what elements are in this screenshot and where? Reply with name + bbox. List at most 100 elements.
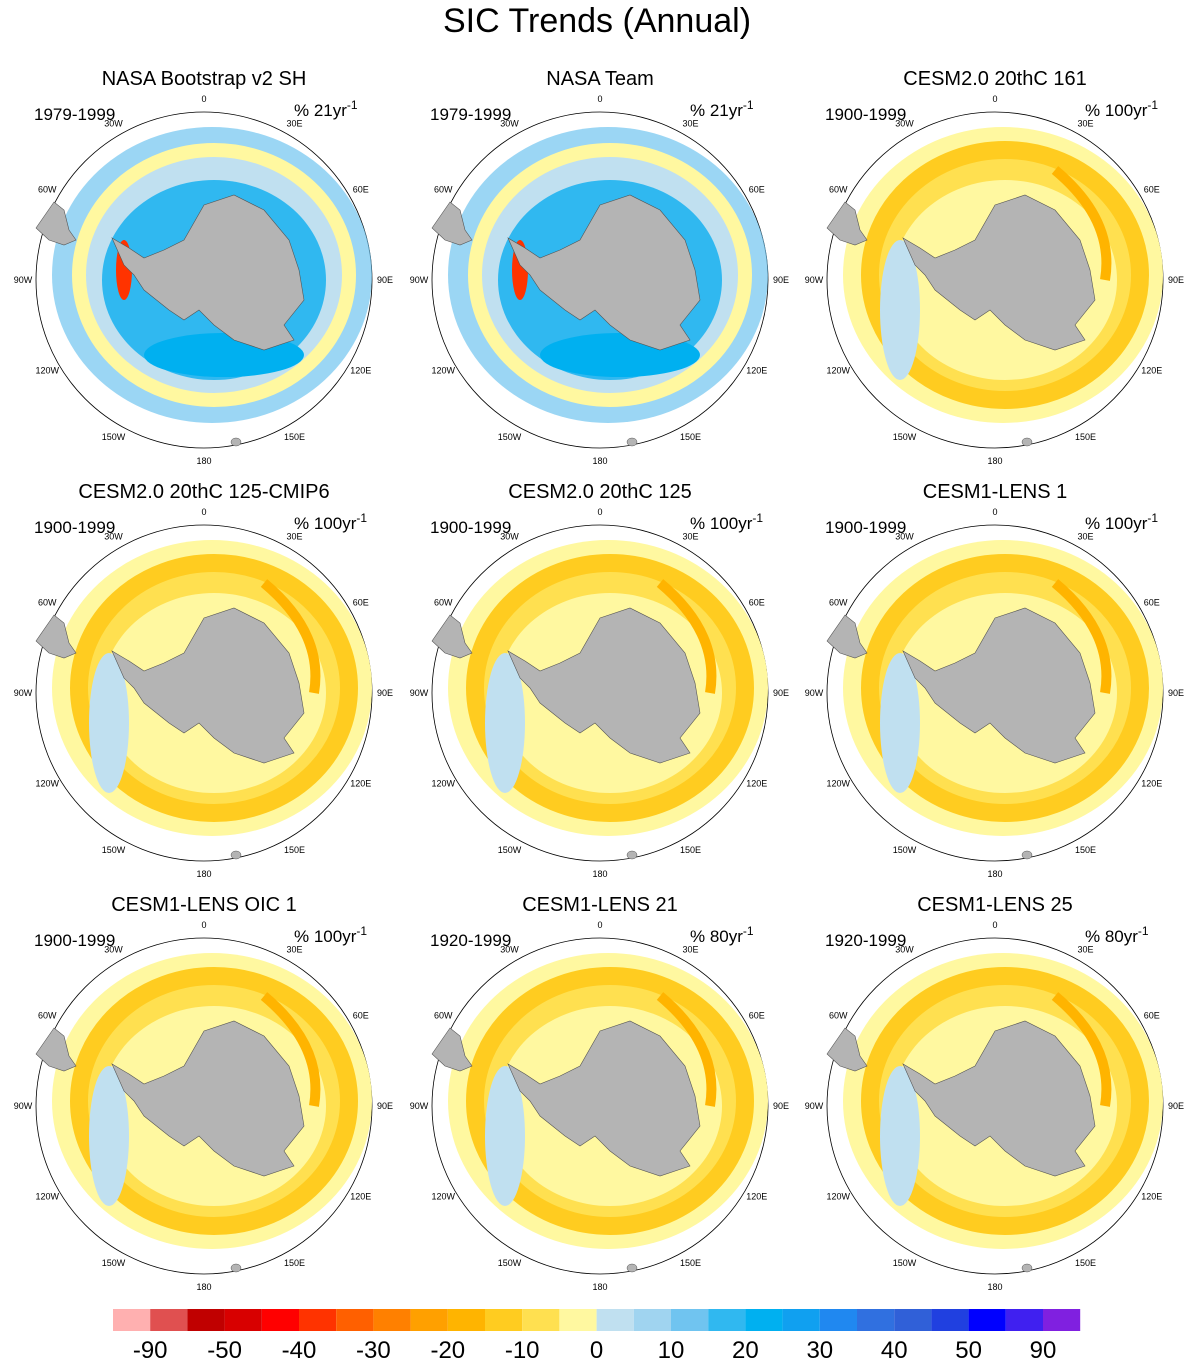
- colorbar-box: [819, 1309, 857, 1331]
- period: 1979-1999: [430, 105, 511, 124]
- longitude-label: 150W: [893, 1258, 917, 1268]
- longitude-label: 90E: [1168, 688, 1184, 698]
- longitude-label: 90E: [773, 1101, 789, 1111]
- panel-title: CESM1-LENS 25: [917, 894, 1073, 916]
- longitude-label: 150E: [680, 1258, 701, 1268]
- longitude-label: 150W: [893, 432, 917, 442]
- units: % 80yr-1: [690, 924, 754, 946]
- longitude-label: 60E: [1144, 598, 1160, 608]
- colorbar-box: [336, 1309, 374, 1331]
- colorbar-label: -30: [356, 1337, 391, 1364]
- longitude-label: 30W: [104, 118, 123, 128]
- longitude-label: 0: [201, 507, 206, 517]
- longitude-label: 150W: [498, 845, 522, 855]
- colorbar-label: -40: [282, 1337, 317, 1364]
- colorbar-box: [299, 1309, 337, 1331]
- longitude-label: 120W: [35, 1192, 59, 1202]
- ice-zone: [1051, 992, 1112, 1107]
- longitude-label: 120W: [826, 1192, 850, 1202]
- colorbar-box: [633, 1309, 671, 1331]
- colorbar-box: [782, 1309, 820, 1331]
- map-panel: 0 30E 60E 90E 120E 150E 180 150W 120W 90W 60W 30W: [14, 94, 393, 466]
- colorbar-label: -20: [430, 1337, 465, 1364]
- longitude-label: 120E: [1141, 1192, 1162, 1202]
- longitude-label: 90W: [14, 275, 33, 285]
- map-panel: 0 30E 60E 90E 120E 150E 180 150W 120W 90W 60W 30W: [805, 94, 1184, 466]
- longitude-label: 90E: [773, 688, 789, 698]
- longitude-label: 90W: [410, 1101, 429, 1111]
- longitude-label: 60W: [829, 1011, 848, 1021]
- longitude-label: 30E: [286, 944, 302, 954]
- longitude-label: 120W: [431, 779, 455, 789]
- longitude-label: 0: [201, 920, 206, 930]
- longitude-label: 60W: [434, 598, 453, 608]
- longitude-label: 0: [597, 94, 602, 104]
- longitude-label: 180: [196, 456, 211, 466]
- panel-title: CESM2.0 20thC 125-CMIP6: [78, 481, 329, 503]
- longitude-label: 90E: [377, 1101, 393, 1111]
- longitude-label: 30E: [1077, 531, 1093, 541]
- map-panel: 0 30E 60E 90E 120E 150E 180 150W 120W 90W 60W 30W: [410, 920, 789, 1292]
- colorbar-box: [1005, 1309, 1043, 1331]
- longitude-label: 30E: [1077, 118, 1093, 128]
- map-panel: 0 30E 60E 90E 120E 150E 180 150W 120W 90W 60W 30W: [410, 94, 789, 466]
- colorbar-box: [522, 1309, 560, 1331]
- longitude-label: 60W: [38, 598, 57, 608]
- longitude-label: 0: [597, 507, 602, 517]
- longitude-label: 30E: [682, 531, 698, 541]
- longitude-label: 150E: [1075, 1258, 1096, 1268]
- longitude-label: 30W: [500, 531, 519, 541]
- longitude-label: 90E: [1168, 275, 1184, 285]
- ice-zone: [656, 579, 717, 694]
- period: 1900-1999: [825, 105, 906, 124]
- map-panel: 0 30E 60E 90E 120E 150E 180 150W 120W 90W 60W 30W: [805, 507, 1184, 879]
- longitude-label: 150E: [284, 432, 305, 442]
- longitude-label: 60W: [434, 1011, 453, 1021]
- longitude-label: 150W: [498, 432, 522, 442]
- ice-zone: [485, 653, 525, 793]
- colorbar-box: [150, 1309, 188, 1331]
- ice-zone: [656, 992, 717, 1107]
- colorbar-box: [745, 1309, 783, 1331]
- longitude-label: 90E: [1168, 1101, 1184, 1111]
- colorbar-box: [373, 1309, 411, 1331]
- longitude-label: 60E: [353, 185, 369, 195]
- longitude-label: 120E: [1141, 779, 1162, 789]
- longitude-label: 0: [992, 920, 997, 930]
- longitude-label: 30W: [895, 944, 914, 954]
- longitude-label: 60E: [749, 1011, 765, 1021]
- longitude-label: 90W: [14, 688, 33, 698]
- longitude-label: 90W: [14, 1101, 33, 1111]
- island: [230, 1263, 242, 1273]
- units: % 100yr-1: [294, 511, 367, 533]
- longitude-label: 0: [992, 507, 997, 517]
- period: 1979-1999: [34, 105, 115, 124]
- longitude-label: 30W: [104, 944, 123, 954]
- longitude-label: 0: [201, 94, 206, 104]
- longitude-label: 60E: [749, 598, 765, 608]
- longitude-label: 60W: [38, 185, 57, 195]
- longitude-label: 150E: [284, 1258, 305, 1268]
- panel-title: CESM1-LENS OIC 1: [111, 894, 297, 916]
- ice-zone: [880, 653, 920, 793]
- longitude-label: 90W: [805, 1101, 824, 1111]
- colorbar-label: 90: [1030, 1337, 1057, 1364]
- units-exponent: -1: [347, 98, 358, 112]
- colorbar-box: [708, 1309, 746, 1331]
- longitude-label: 0: [992, 94, 997, 104]
- longitude-label: 30E: [1077, 944, 1093, 954]
- longitude-label: 0: [597, 920, 602, 930]
- period: 1900-1999: [430, 518, 511, 537]
- longitude-label: 150E: [284, 845, 305, 855]
- longitude-label: 30W: [104, 531, 123, 541]
- longitude-label: 120E: [350, 1192, 371, 1202]
- longitude-label: 60W: [38, 1011, 57, 1021]
- colorbar-box: [857, 1309, 895, 1331]
- map-panel: 0 30E 60E 90E 120E 150E 180 150W 120W 90W 60W 30W: [14, 507, 393, 879]
- units-exponent: -1: [356, 924, 367, 938]
- ice-zone: [880, 1066, 920, 1206]
- units: % 100yr-1: [1085, 511, 1158, 533]
- units-exponent: -1: [1138, 924, 1149, 938]
- map-panel: 0 30E 60E 90E 120E 150E 180 150W 120W 90W 60W 30W: [410, 507, 789, 879]
- units-exponent: -1: [1147, 511, 1158, 525]
